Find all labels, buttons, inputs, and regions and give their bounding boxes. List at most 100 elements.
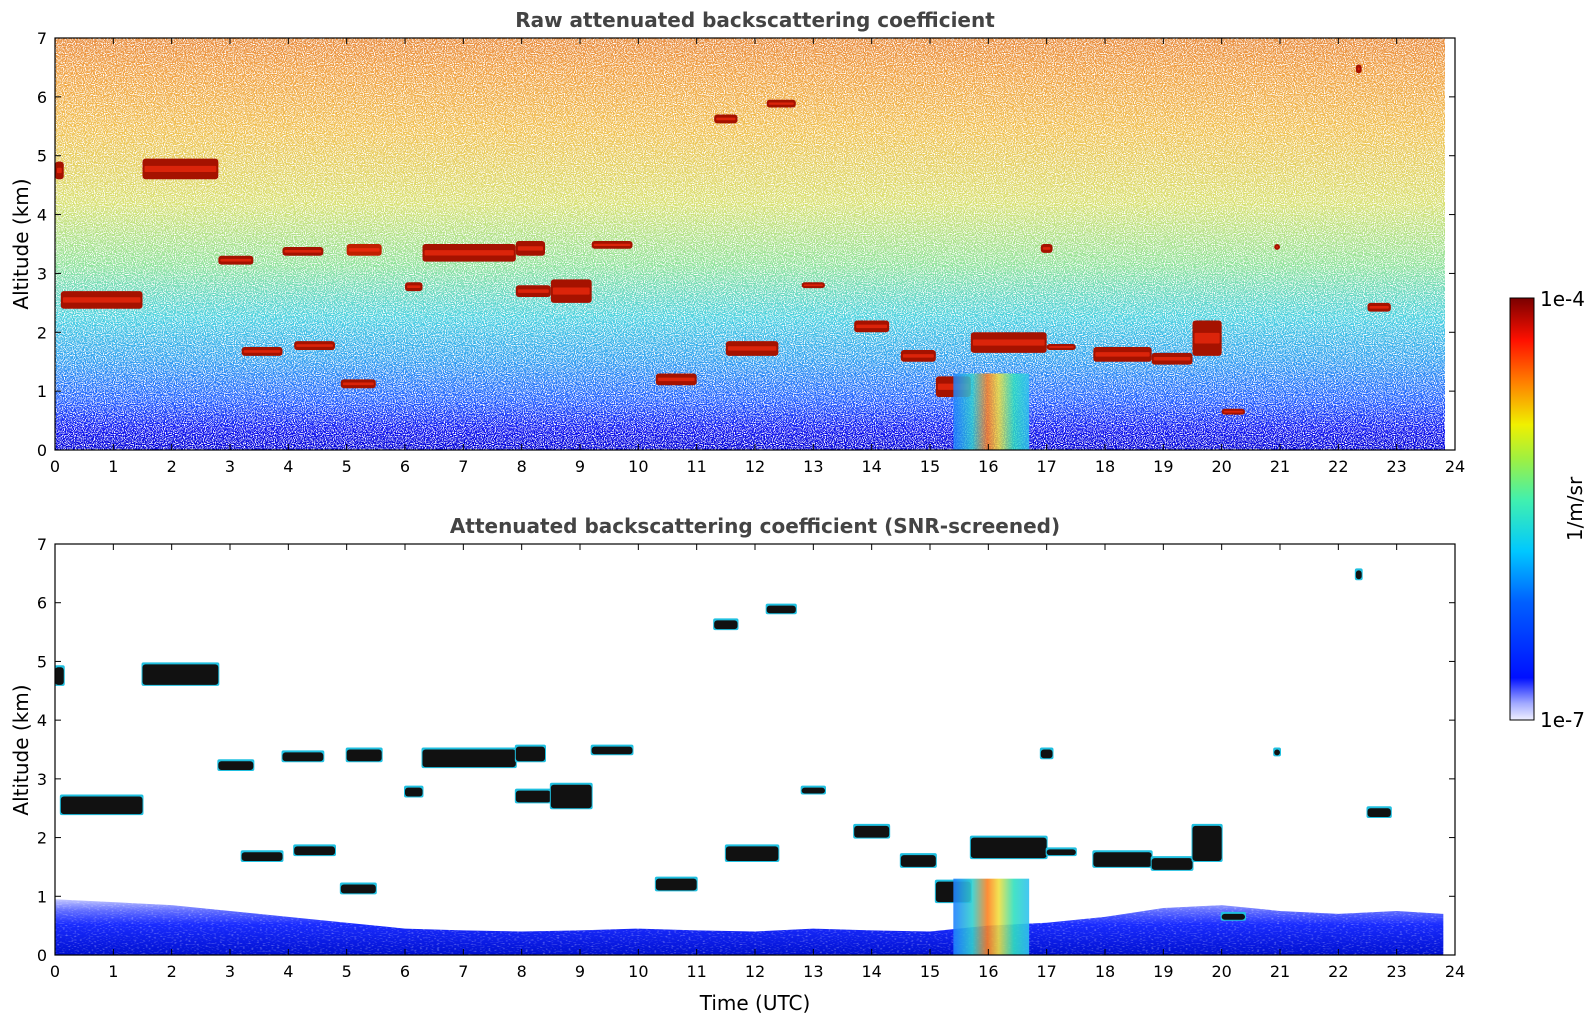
x-tick-label: 2 xyxy=(167,962,177,981)
cloud-layer-core xyxy=(803,284,823,287)
y-tick-label: 3 xyxy=(37,770,47,789)
cloud-layer xyxy=(591,746,633,755)
cloud-layer-core xyxy=(768,102,794,105)
x-tick-label: 13 xyxy=(803,962,823,981)
raw-backscatter-panel: Raw attenuated backscattering coefficien… xyxy=(9,8,1465,476)
cloud-layer-core xyxy=(1276,246,1278,248)
colorbar-max-label: 1e-4 xyxy=(1540,287,1585,311)
colorbar-gradient xyxy=(1509,297,1535,721)
x-axis-label: Time (UTC) xyxy=(699,991,811,1015)
x-tick-label: 2 xyxy=(167,457,177,476)
cloud-layer xyxy=(282,752,324,762)
y-tick-label: 0 xyxy=(37,946,47,965)
cloud-layer xyxy=(515,746,545,762)
x-tick-label: 16 xyxy=(978,457,998,476)
x-tick-label: 20 xyxy=(1211,457,1231,476)
cloud-layer-core xyxy=(243,350,281,353)
y-tick-label: 5 xyxy=(37,652,47,671)
cloud-layer-core xyxy=(517,289,549,293)
screened-x-axis: 0 1 2 3 4 5 6 7 8 9 10 11 12 13 14 15 16 17 18 19 20 21 22 23 24 xyxy=(50,544,1465,981)
y-tick-label: 6 xyxy=(37,88,47,107)
cloud-layer xyxy=(1274,749,1280,756)
x-tick-label: 1 xyxy=(108,962,118,981)
cloud-layer xyxy=(422,749,516,768)
cloud-layer xyxy=(725,846,779,862)
x-tick-label: 19 xyxy=(1153,962,1173,981)
cloud-layer-core xyxy=(284,250,322,253)
cloud-layer-core xyxy=(1194,332,1220,344)
precipitation-fall-streak xyxy=(953,373,1030,450)
cloud-layer xyxy=(515,790,551,803)
screened-background xyxy=(55,544,1455,955)
x-tick-label: 24 xyxy=(1445,457,1465,476)
cloud-layer xyxy=(550,784,592,809)
x-tick-label: 5 xyxy=(342,457,352,476)
cloud-layer xyxy=(1040,749,1053,759)
y-tick-label: 1 xyxy=(37,382,47,401)
cloud-layer xyxy=(405,787,423,797)
cloud-layer-core xyxy=(727,346,777,351)
x-tick-label: 13 xyxy=(803,457,823,476)
y-tick-label: 3 xyxy=(37,264,47,283)
x-tick-label: 23 xyxy=(1386,962,1406,981)
y-tick-label: 1 xyxy=(37,887,47,906)
raw-panel-title: Raw attenuated backscattering coefficien… xyxy=(515,8,995,32)
colorbar-min-label: 1e-7 xyxy=(1540,708,1585,732)
x-tick-label: 6 xyxy=(400,962,410,981)
cloud-layer xyxy=(1151,858,1193,870)
y-tick-label: 4 xyxy=(37,206,47,225)
y-tick-label: 2 xyxy=(37,829,47,848)
cloud-layer-core xyxy=(62,297,141,303)
x-tick-label: 9 xyxy=(575,962,585,981)
x-tick-label: 21 xyxy=(1270,962,1290,981)
x-tick-label: 23 xyxy=(1386,457,1406,476)
cloud-layer-core xyxy=(57,167,62,174)
x-tick-label: 18 xyxy=(1095,457,1115,476)
cloud-layer-core xyxy=(342,382,374,386)
x-tick-label: 10 xyxy=(628,457,648,476)
y-tick-label: 0 xyxy=(37,441,47,460)
cloud-layer xyxy=(900,855,936,867)
cloud-layer-core xyxy=(1223,410,1243,413)
y-tick-label: 4 xyxy=(37,711,47,730)
cloud-layer xyxy=(55,667,64,685)
x-tick-label: 8 xyxy=(517,962,527,981)
cloud-layer-core xyxy=(407,285,421,288)
cloud-layer-core xyxy=(517,246,543,251)
cloud-layer-core xyxy=(144,165,217,173)
y-tick-label: 7 xyxy=(37,29,47,48)
cloud-layer-core xyxy=(348,248,380,252)
x-tick-label: 8 xyxy=(517,457,527,476)
screened-y-axis-label: Altitude (km) xyxy=(9,684,33,815)
x-tick-label: 0 xyxy=(50,457,60,476)
cloud-layer xyxy=(340,884,376,894)
x-tick-label: 4 xyxy=(283,457,293,476)
cloud-layer-core xyxy=(1048,346,1074,348)
cloud-layer xyxy=(1046,849,1076,856)
cloud-layer xyxy=(346,749,382,762)
cloud-layer xyxy=(241,852,283,862)
x-tick-label: 0 xyxy=(50,962,60,981)
cloud-layer xyxy=(714,620,738,630)
raw-y-axis-label: Altitude (km) xyxy=(9,178,33,309)
cloud-layer-core xyxy=(856,324,888,329)
x-tick-label: 12 xyxy=(745,962,765,981)
cloud-layer xyxy=(1192,825,1222,862)
x-tick-label: 9 xyxy=(575,457,585,476)
cloud-layer-core xyxy=(972,339,1045,346)
cloud-layer xyxy=(1367,808,1391,818)
x-tick-label: 17 xyxy=(1036,457,1056,476)
x-tick-label: 22 xyxy=(1328,457,1348,476)
colorbar: 1e-4 1e-7 1/m/sr xyxy=(1509,287,1587,732)
cloud-layer xyxy=(60,796,143,815)
x-tick-label: 15 xyxy=(920,457,940,476)
cloud-layer xyxy=(766,605,796,614)
x-tick-label: 16 xyxy=(978,962,998,981)
cloud-layer xyxy=(1093,852,1152,867)
x-tick-label: 18 xyxy=(1095,962,1115,981)
cloud-layer xyxy=(1355,570,1362,580)
cloud-layer xyxy=(142,664,219,685)
cloud-layer-core xyxy=(657,377,695,382)
cloud-layer xyxy=(1221,913,1245,920)
x-tick-label: 15 xyxy=(920,962,940,981)
